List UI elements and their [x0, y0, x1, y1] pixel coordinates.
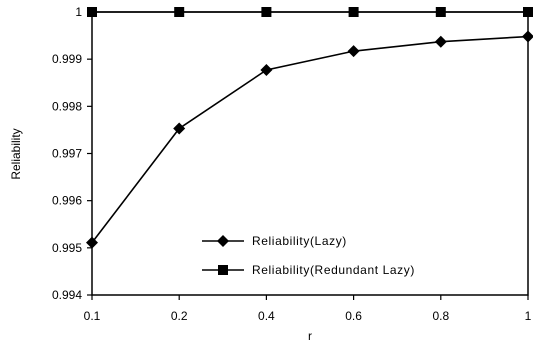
legend-entry-label: Reliability(Redundant Lazy): [252, 263, 415, 277]
data-point-diamond: [86, 236, 98, 249]
data-point-diamond: [260, 64, 273, 77]
x-tick-label: 0.6: [345, 309, 362, 323]
series-line-lazy: [91, 35, 529, 244]
legend-entry-label: Reliability(Lazy): [252, 234, 347, 248]
y-tick-label: 0.997: [52, 147, 82, 161]
data-point-square: [174, 7, 185, 17]
data-point-square: [523, 7, 533, 17]
data-point-square: [435, 7, 446, 17]
data-point-diamond: [347, 45, 360, 58]
x-tick-label: 0.4: [258, 309, 275, 323]
legend: Reliability(Lazy) Reliability(Redundant L…: [202, 234, 415, 277]
data-point-diamond: [434, 35, 447, 48]
y-tick-label: 0.995: [52, 241, 82, 255]
data-point-square: [348, 7, 359, 17]
series-layer: [86, 7, 533, 249]
data-point-diamond: [173, 122, 186, 135]
data-point-square: [261, 7, 272, 17]
legend-marker-diamond: [217, 235, 229, 247]
data-point-square: [87, 7, 97, 17]
y-tick-label: 1: [75, 5, 82, 19]
x-axis-ticks: 0.1 0.2 0.4 0.6 0.8 1: [84, 295, 532, 323]
legend-marker-square: [218, 265, 228, 275]
plot-area-frame: [91, 11, 529, 296]
data-point-diamond: [522, 30, 533, 43]
x-tick-label: 0.8: [432, 309, 449, 323]
y-tick-label: 0.999: [52, 52, 82, 66]
x-tick-label: 0.2: [171, 309, 188, 323]
x-axis-title: r: [308, 329, 312, 343]
x-tick-label: 0.1: [84, 309, 101, 323]
y-axis-title: Reliability: [9, 128, 23, 179]
x-tick-label: 1: [525, 309, 532, 323]
y-tick-label: 0.998: [52, 99, 82, 113]
y-axis-ticks: 0.994 0.995 0.996 0.997 0.998 0.999 1: [52, 5, 92, 302]
y-tick-label: 0.996: [52, 194, 82, 208]
y-tick-label: 0.994: [52, 288, 82, 302]
